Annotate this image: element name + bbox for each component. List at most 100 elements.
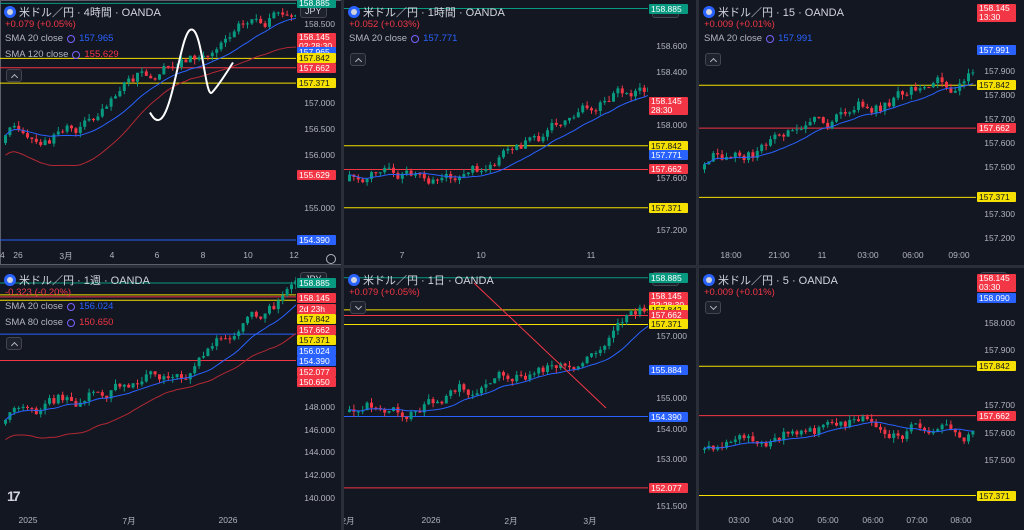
chart-pane[interactable]: 米ドル／円 · 4時間 · OANDA +0.079 (+0.05%) SMA 20… <box>0 0 344 265</box>
price-axis[interactable]: JPY157.000155.000154.000153.000151.50015… <box>648 268 696 530</box>
sma-line <box>5 18 296 137</box>
indicator-settings-icon[interactable] <box>67 318 76 327</box>
time-tick: 21:00 <box>768 250 790 260</box>
indicator-settings-icon[interactable] <box>67 302 76 311</box>
candle <box>707 441 711 451</box>
candle <box>87 388 91 406</box>
candle <box>219 335 223 341</box>
candle <box>786 431 790 438</box>
symbol-title[interactable]: 米ドル／円 · 5 · OANDA <box>703 272 838 288</box>
chart-pane[interactable]: 米ドル／円 · 1時間 · OANDA +0.052 (+0.03%) SMA 20… <box>344 0 696 265</box>
candle <box>725 152 728 161</box>
legend-toggle-button[interactable] <box>705 53 721 66</box>
candle <box>892 96 896 109</box>
indicator-legend[interactable]: SMA 20 close 157.771 <box>349 33 457 44</box>
price-tick: 153.000 <box>656 454 687 465</box>
chart-pane[interactable]: 米ドル／円 · 1日 · OANDA+0.079 (+0.05%)JPY157.… <box>344 268 696 530</box>
indicator-settings-icon[interactable] <box>72 50 81 59</box>
candle <box>711 445 715 452</box>
legend-toggle-button[interactable] <box>6 69 22 82</box>
price-tick: 155.000 <box>304 202 335 213</box>
price-axis[interactable]: JPY 158.500 157.000 156.500 156.000 155.000 15… <box>296 0 344 265</box>
price-tag: 157.842 <box>297 53 336 64</box>
price-axis[interactable]: JPY148.000146.000144.000142.000140.00015… <box>296 268 344 530</box>
price-plot[interactable] <box>699 268 976 515</box>
candle <box>848 415 852 429</box>
indicator-value: 156.024 <box>79 301 114 312</box>
candle <box>563 362 567 369</box>
indicator-legend[interactable]: SMA 20 close 156.024 <box>5 301 113 312</box>
price-axis[interactable]: JPY158.000157.900157.700157.600157.50015… <box>976 268 1024 530</box>
candle <box>733 151 737 163</box>
time-axis[interactable]: 18:00 21:00 11 03:00 06:00 09:00 <box>699 250 976 264</box>
indicator-settings-icon[interactable] <box>411 34 420 43</box>
candle <box>263 313 267 323</box>
price-tick: 140.000 <box>304 492 335 503</box>
symbol-title[interactable]: 米ドル／円 · 1時間 · OANDA <box>348 4 505 20</box>
price-tag: 157.842 <box>297 314 336 324</box>
chart-pane[interactable]: 米ドル／円 · 1週 · OANDA -0.323 (-0.20%) SMA 20 … <box>0 268 344 530</box>
symbol-title[interactable]: 米ドル／円 · 4時間 · OANDA <box>4 4 161 20</box>
price-plot[interactable] <box>0 0 296 250</box>
candle <box>729 440 733 443</box>
price-axis[interactable]: JPY157.900157.800157.700157.600157.50015… <box>976 0 1024 265</box>
candle <box>883 102 887 116</box>
candle <box>162 373 166 385</box>
symbol-title[interactable]: 米ドル／円 · 1日 · OANDA <box>348 272 494 288</box>
legend-toggle-button[interactable] <box>705 301 721 314</box>
legend-toggle-button[interactable] <box>350 53 366 66</box>
sma-line <box>349 94 648 179</box>
symbol-title[interactable]: 米ドル／円 · 1週 · OANDA <box>4 272 150 288</box>
indicator-legend[interactable]: SMA 80 close 150.650 <box>5 317 113 328</box>
price-tag: 157.842 <box>649 140 688 151</box>
candle <box>268 303 271 316</box>
chart-pane[interactable]: 米ドル／円 · 15 · OANDA +0.009 (+0.01%) SMA 20 … <box>699 0 1024 265</box>
legend-toggle-button[interactable] <box>6 337 22 350</box>
candle <box>799 429 803 437</box>
legend-toggle-button[interactable] <box>350 301 366 314</box>
indicator-legend[interactable]: SMA 20 close 157.991 <box>704 33 812 44</box>
price-plot[interactable] <box>344 0 648 250</box>
price-tick: 157.200 <box>656 225 687 236</box>
price-plot[interactable] <box>0 268 296 515</box>
candle <box>140 67 144 77</box>
price-tick: 157.500 <box>984 161 1015 172</box>
candle <box>180 370 183 383</box>
time-axis[interactable]: 2025 7月 2026 <box>0 515 296 529</box>
candle <box>830 120 834 130</box>
price-tick: 157.600 <box>984 137 1015 148</box>
price-plot[interactable] <box>699 0 976 250</box>
indicator-legend[interactable]: SMA 120 close 155.629 <box>5 49 119 60</box>
trend-line[interactable] <box>473 282 607 409</box>
drawn-curve[interactable] <box>149 28 234 122</box>
chart-pane[interactable]: 米ドル／円 · 5 · OANDA+0.009 (+0.01%)JPY158.0… <box>699 268 1024 530</box>
price-tag: 157.371 <box>977 490 1016 501</box>
price-axis[interactable]: JPY158.600158.400158.000157.600157.20015… <box>648 0 696 265</box>
candle <box>949 83 953 94</box>
candle <box>70 124 73 132</box>
candle <box>149 73 153 79</box>
price-tick: 157.300 <box>984 209 1015 220</box>
price-tag: 157.662 <box>297 324 336 335</box>
indicator-settings-icon[interactable] <box>67 34 76 43</box>
time-axis[interactable]: 03:00 04:00 05:00 06:00 07:00 08:00 <box>699 515 976 529</box>
price-plot[interactable] <box>344 268 648 515</box>
indicator-legend[interactable]: SMA 20 close 157.965 <box>5 33 113 44</box>
candle <box>638 304 642 318</box>
candle <box>625 92 629 95</box>
indicator-settings-icon[interactable] <box>766 34 775 43</box>
candle <box>835 113 838 123</box>
time-axis[interactable]: 2月 2026 2月 3月 <box>344 515 648 529</box>
candle <box>874 419 878 428</box>
candle <box>356 410 360 417</box>
candle <box>747 433 750 443</box>
gear-icon[interactable] <box>326 254 336 264</box>
symbol-title[interactable]: 米ドル／円 · 15 · OANDA <box>703 4 844 20</box>
time-axis[interactable]: 26 3月 4 6 8 10 12 14 <box>0 250 299 264</box>
candle <box>188 372 192 384</box>
time-axis[interactable]: 7 10 11 <box>344 250 648 264</box>
candle <box>383 165 387 175</box>
symbol-title-text: 米ドル／円 · 15 · OANDA <box>718 7 844 19</box>
tradingview-logo-icon[interactable]: 17 <box>7 488 21 504</box>
pane-divider[interactable] <box>0 265 1024 268</box>
